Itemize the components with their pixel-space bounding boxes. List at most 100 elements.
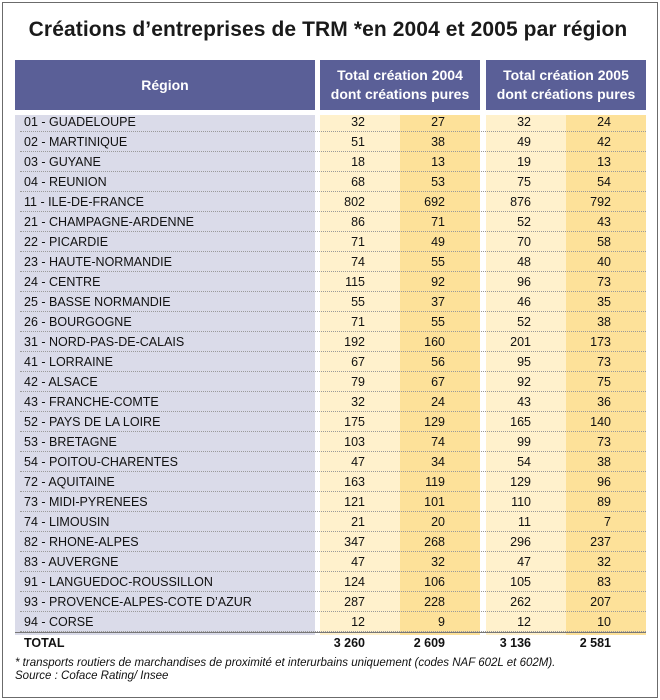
total-2005-cell: 19 <box>517 155 531 169</box>
total-2004-value: 3 260 <box>333 636 365 650</box>
table-row: 03 - GUYANE 18 13 19 13 <box>15 152 646 172</box>
total-2004-cell: 347 <box>344 535 365 549</box>
region-cell: 43 - FRANCHE-COMTE <box>24 395 159 409</box>
total-2004-cell: 802 <box>344 195 365 209</box>
pures-2004-cell: 106 <box>424 575 445 589</box>
total-2004-cell: 86 <box>351 215 365 229</box>
total-2004-cell: 103 <box>344 435 365 449</box>
pures-2004-cell: 160 <box>424 335 445 349</box>
total-2004-cell: 67 <box>351 355 365 369</box>
table-row: 21 - CHAMPAGNE-ARDENNE 86 71 52 43 <box>15 212 646 232</box>
pures-2005-cell: 10 <box>597 615 611 629</box>
total-2005-cell: 70 <box>517 235 531 249</box>
region-cell: 93 - PROVENCE-ALPES-COTE D’AZUR <box>24 595 252 609</box>
region-cell: 52 - PAYS DE LA LOIRE <box>24 415 161 429</box>
total-2004-cell: 21 <box>351 515 365 529</box>
pures-2005-cell: 38 <box>597 455 611 469</box>
pures-2005-cell: 83 <box>597 575 611 589</box>
header-2005: Total création 2005 dont créations pures <box>486 60 646 110</box>
region-cell: 54 - POITOU-CHARENTES <box>24 455 178 469</box>
table-row: 53 - BRETAGNE 103 74 99 73 <box>15 432 646 452</box>
header-2004-line1: Total création 2004 <box>337 67 463 83</box>
table-row: 01 - GUADELOUPE 32 27 32 24 <box>15 112 646 132</box>
pures-2005-cell: 73 <box>597 275 611 289</box>
total-2005-cell: 52 <box>517 215 531 229</box>
total-2005-cell: 32 <box>517 115 531 129</box>
footnotes: * transports routiers de marchandises de… <box>15 657 555 683</box>
region-cell: 74 - LIMOUSIN <box>24 515 110 529</box>
pures-2005-column-bg <box>566 115 646 635</box>
total-2005-cell: 49 <box>517 135 531 149</box>
region-cell: 42 - ALSACE <box>24 375 98 389</box>
pures-2005-cell: 58 <box>597 235 611 249</box>
pures-2004-cell: 34 <box>431 455 445 469</box>
pures-2005-cell: 792 <box>590 195 611 209</box>
pures-2004-cell: 92 <box>431 275 445 289</box>
total-2004-cell: 47 <box>351 455 365 469</box>
table-row: 25 - BASSE NORMANDIE 55 37 46 35 <box>15 292 646 312</box>
table-row: 52 - PAYS DE LA LOIRE 175 129 165 140 <box>15 412 646 432</box>
pures-2004-cell: 74 <box>431 435 445 449</box>
pures-2004-cell: 13 <box>431 155 445 169</box>
region-column-bg <box>15 115 315 635</box>
region-cell: 82 - RHONE-ALPES <box>24 535 139 549</box>
total-2004-cell: 18 <box>351 155 365 169</box>
pures-2005-value: 2 581 <box>579 636 611 650</box>
total-2004-column-bg <box>320 115 400 635</box>
region-cell: 03 - GUYANE <box>24 155 101 169</box>
total-2005-cell: 12 <box>517 615 531 629</box>
pures-2005-cell: 24 <box>597 115 611 129</box>
pures-2004-cell: 55 <box>431 255 445 269</box>
table-row: 54 - POITOU-CHARENTES 47 34 54 38 <box>15 452 646 472</box>
total-2005-cell: 262 <box>510 595 531 609</box>
region-cell: 22 - PICARDIE <box>24 235 109 249</box>
pures-2004-cell: 20 <box>431 515 445 529</box>
pures-2005-cell: 38 <box>597 315 611 329</box>
region-cell: 26 - BOURGOGNE <box>24 315 132 329</box>
total-2004-cell: 115 <box>345 275 365 289</box>
total-label: TOTAL <box>24 636 65 650</box>
pures-2005-cell: 73 <box>597 355 611 369</box>
pures-2004-cell: 119 <box>425 475 445 489</box>
pures-2004-cell: 24 <box>431 395 445 409</box>
table-row: 74 - LIMOUSIN 21 20 11 7 <box>15 512 646 532</box>
pures-2004-cell: 53 <box>431 175 445 189</box>
pures-2004-cell: 56 <box>431 355 445 369</box>
table-row: 31 - NORD-PAS-DE-CALAIS 192 160 201 173 <box>15 332 646 352</box>
pures-2005-cell: 54 <box>597 175 611 189</box>
table-row: 24 - CENTRE 115 92 96 73 <box>15 272 646 292</box>
pures-2005-cell: 173 <box>590 335 611 349</box>
pures-2004-cell: 38 <box>431 135 445 149</box>
pures-2005-cell: 42 <box>597 135 611 149</box>
total-2005-cell: 110 <box>511 495 531 509</box>
total-2005-cell: 201 <box>510 335 531 349</box>
total-2004-cell: 74 <box>351 255 365 269</box>
table-body: 01 - GUADELOUPE 32 27 32 24 02 - MARTINIQUE 51… <box>15 112 646 632</box>
table-row: 41 - LORRAINE 67 56 95 73 <box>15 352 646 372</box>
total-2005-cell: 46 <box>517 295 531 309</box>
pures-2005-cell: 237 <box>590 535 611 549</box>
table-row: 94 - CORSE 12 9 12 10 <box>15 612 646 632</box>
region-cell: 25 - BASSE NORMANDIE <box>24 295 171 309</box>
table-row: 02 - MARTINIQUE 51 38 49 42 <box>15 132 646 152</box>
total-2004-cell: 163 <box>344 475 365 489</box>
pures-2004-cell: 32 <box>431 555 445 569</box>
pures-2004-cell: 9 <box>438 615 445 629</box>
total-2005-cell: 296 <box>510 535 531 549</box>
table-row: 04 - REUNION 68 53 75 54 <box>15 172 646 192</box>
pures-2004-cell: 67 <box>431 375 445 389</box>
table-row: 22 - PICARDIE 71 49 70 58 <box>15 232 646 252</box>
total-2005-cell: 92 <box>517 375 531 389</box>
total-2004-cell: 287 <box>344 595 365 609</box>
total-2005-cell: 48 <box>517 255 531 269</box>
total-2005-cell: 95 <box>517 355 531 369</box>
pures-2005-cell: 36 <box>597 395 611 409</box>
region-cell: 01 - GUADELOUPE <box>24 115 136 129</box>
page-title: Créations d’entreprises de TRM *en 2004 … <box>28 18 628 41</box>
table-row: 23 - HAUTE-NORMANDIE 74 55 48 40 <box>15 252 646 272</box>
pures-2004-cell: 129 <box>424 415 445 429</box>
table-row: 83 - AUVERGNE 47 32 47 32 <box>15 552 646 572</box>
total-2004-cell: 79 <box>351 375 365 389</box>
pures-2005-cell: 32 <box>597 555 611 569</box>
table-row: 73 - MIDI-PYRENEES 121 101 110 89 <box>15 492 646 512</box>
